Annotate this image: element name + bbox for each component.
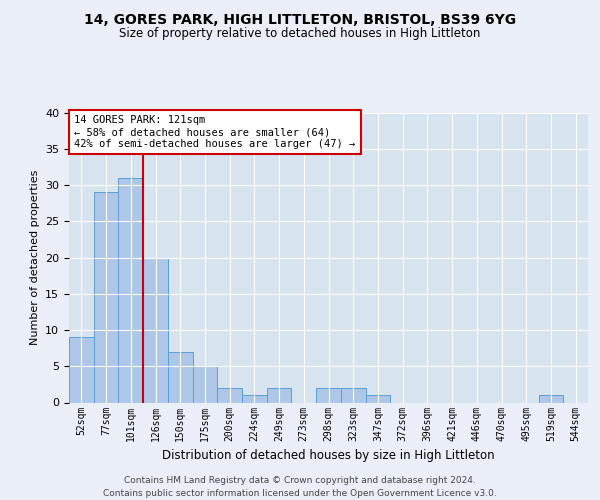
Bar [69, 337, 94, 402]
Text: 14, GORES PARK, HIGH LITTLETON, BRISTOL, BS39 6YG: 14, GORES PARK, HIGH LITTLETON, BRISTOL,… [84, 12, 516, 26]
Bar [168, 352, 193, 403]
Y-axis label: Number of detached properties: Number of detached properties [29, 170, 40, 345]
Bar [217, 388, 242, 402]
Bar [316, 388, 341, 402]
Bar [94, 192, 118, 402]
Text: Contains public sector information licensed under the Open Government Licence v3: Contains public sector information licen… [103, 489, 497, 498]
Text: 14 GORES PARK: 121sqm
← 58% of detached houses are smaller (64)
42% of semi-deta: 14 GORES PARK: 121sqm ← 58% of detached … [74, 116, 355, 148]
Bar [242, 395, 267, 402]
X-axis label: Distribution of detached houses by size in High Littleton: Distribution of detached houses by size … [162, 449, 495, 462]
Bar [341, 388, 365, 402]
Bar [143, 258, 168, 402]
Bar [193, 366, 217, 403]
Text: Size of property relative to detached houses in High Littleton: Size of property relative to detached ho… [119, 28, 481, 40]
Text: Contains HM Land Registry data © Crown copyright and database right 2024.: Contains HM Land Registry data © Crown c… [124, 476, 476, 485]
Bar [365, 395, 390, 402]
Bar [267, 388, 292, 402]
Bar [539, 395, 563, 402]
Bar [118, 178, 143, 402]
